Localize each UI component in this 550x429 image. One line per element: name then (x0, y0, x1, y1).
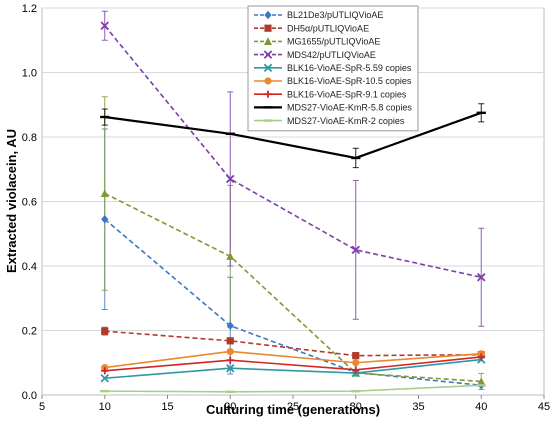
series-line-3 (104, 25, 482, 279)
legend-label-3: MDS42/pUTLIQVioAE (287, 50, 376, 60)
series-markers (100, 21, 486, 393)
x-tick-label-1: 10 (99, 401, 111, 413)
legend-label-1: DH5α/pUTLIQVioAE (287, 23, 369, 33)
series-line-7 (104, 111, 482, 160)
data-point-s4-p1 (226, 363, 235, 373)
y-tick-label-0: 0.0 (22, 390, 37, 402)
data-point-s1-p2 (352, 352, 360, 360)
legend: BL21De3/pUTLIQVioAE DH5α/pUTLIQVioAE MG165… (247, 5, 419, 132)
legend-label-6: BLK16-VioAE-SpR-9.1 copies (287, 89, 407, 99)
data-point-s1-p0 (101, 327, 109, 335)
y-tick-label-1: 0.2 (22, 326, 37, 338)
data-point-s6-p3 (477, 353, 485, 361)
series-line-1 (104, 330, 482, 357)
legend-label-2: MG1655/pUTLIQVioAE (287, 37, 380, 47)
data-point-s6-p0 (101, 367, 109, 375)
x-tick-label-6: 35 (412, 401, 424, 413)
data-point-s0-p0 (101, 215, 109, 224)
x-tick-label-7: 40 (475, 401, 487, 413)
legend-label-7: MDS27-VioAE-KmR-5.8 copies (287, 103, 412, 113)
data-point-s3-p2 (351, 245, 360, 255)
y-axis-ticks: 0.0 0.2 0.4 0.6 0.8 1.0 1.2 (22, 3, 37, 402)
legend-marker-4 (263, 63, 273, 73)
data-point-s0-p1 (226, 321, 234, 330)
data-point-s6-p2 (352, 366, 360, 374)
x-tick-label-8: 45 (538, 401, 550, 413)
y-tick-label-3: 0.6 (22, 197, 37, 209)
data-point-s2-p3 (477, 377, 486, 386)
x-tick-label-2: 15 (161, 401, 173, 413)
x-tick-label-0: 5 (39, 401, 45, 413)
x-axis-ticks: 5 10 15 20 25 30 35 40 45 (39, 395, 550, 413)
y-tick-label-5: 1.0 (22, 68, 37, 80)
data-point-s5-p2 (352, 359, 360, 367)
y-tick-label-4: 0.8 (22, 132, 37, 144)
series-line-5 (104, 350, 482, 369)
data-point-s5-p1 (226, 347, 234, 356)
legend-label-4: BLK16-VioAE-SpR-5.59 copies (287, 63, 412, 73)
data-point-s2-p1 (226, 252, 235, 260)
data-point-s3-p3 (477, 273, 486, 282)
series-line-8 (104, 384, 482, 393)
x-axis-title: Culturing time (generations) (206, 402, 380, 417)
series-lines (104, 25, 482, 393)
data-point-s1-p1 (226, 337, 234, 345)
legend-marker-0 (264, 10, 272, 20)
y-axis-title: Extracted violacein, AU (4, 129, 19, 273)
legend-marker-5 (264, 77, 272, 85)
series-line-0 (104, 218, 482, 387)
y-tick-label-2: 0.4 (22, 261, 37, 273)
legend-marker-2 (264, 37, 272, 45)
legend-label-5: BLK16-VioAE-SpR-10.5 copies (287, 76, 412, 86)
data-point-s4-p0 (100, 373, 109, 383)
legend-marker-3 (263, 50, 273, 59)
series-line-2 (104, 192, 482, 383)
data-point-s6-p1 (226, 356, 234, 364)
legend-marker-1 (264, 24, 272, 32)
data-point-s3-p0 (100, 21, 109, 30)
x-tick-label-5: 30 (350, 401, 362, 413)
legend-label-0: BL21De3/pUTLIQVioAE (287, 10, 383, 20)
x-tick-label-3: 20 (224, 401, 236, 413)
data-point-s2-p0 (100, 189, 109, 198)
legend-marker-6 (264, 90, 272, 98)
legend-label-8: MDS27-VioAE-KmR-2 copies (287, 116, 405, 126)
data-point-s3-p1 (226, 174, 235, 184)
series-line-6 (104, 356, 482, 372)
series-line-4 (104, 358, 482, 380)
y-tick-label-6: 1.2 (22, 3, 37, 15)
x-tick-label-4: 25 (287, 401, 299, 413)
